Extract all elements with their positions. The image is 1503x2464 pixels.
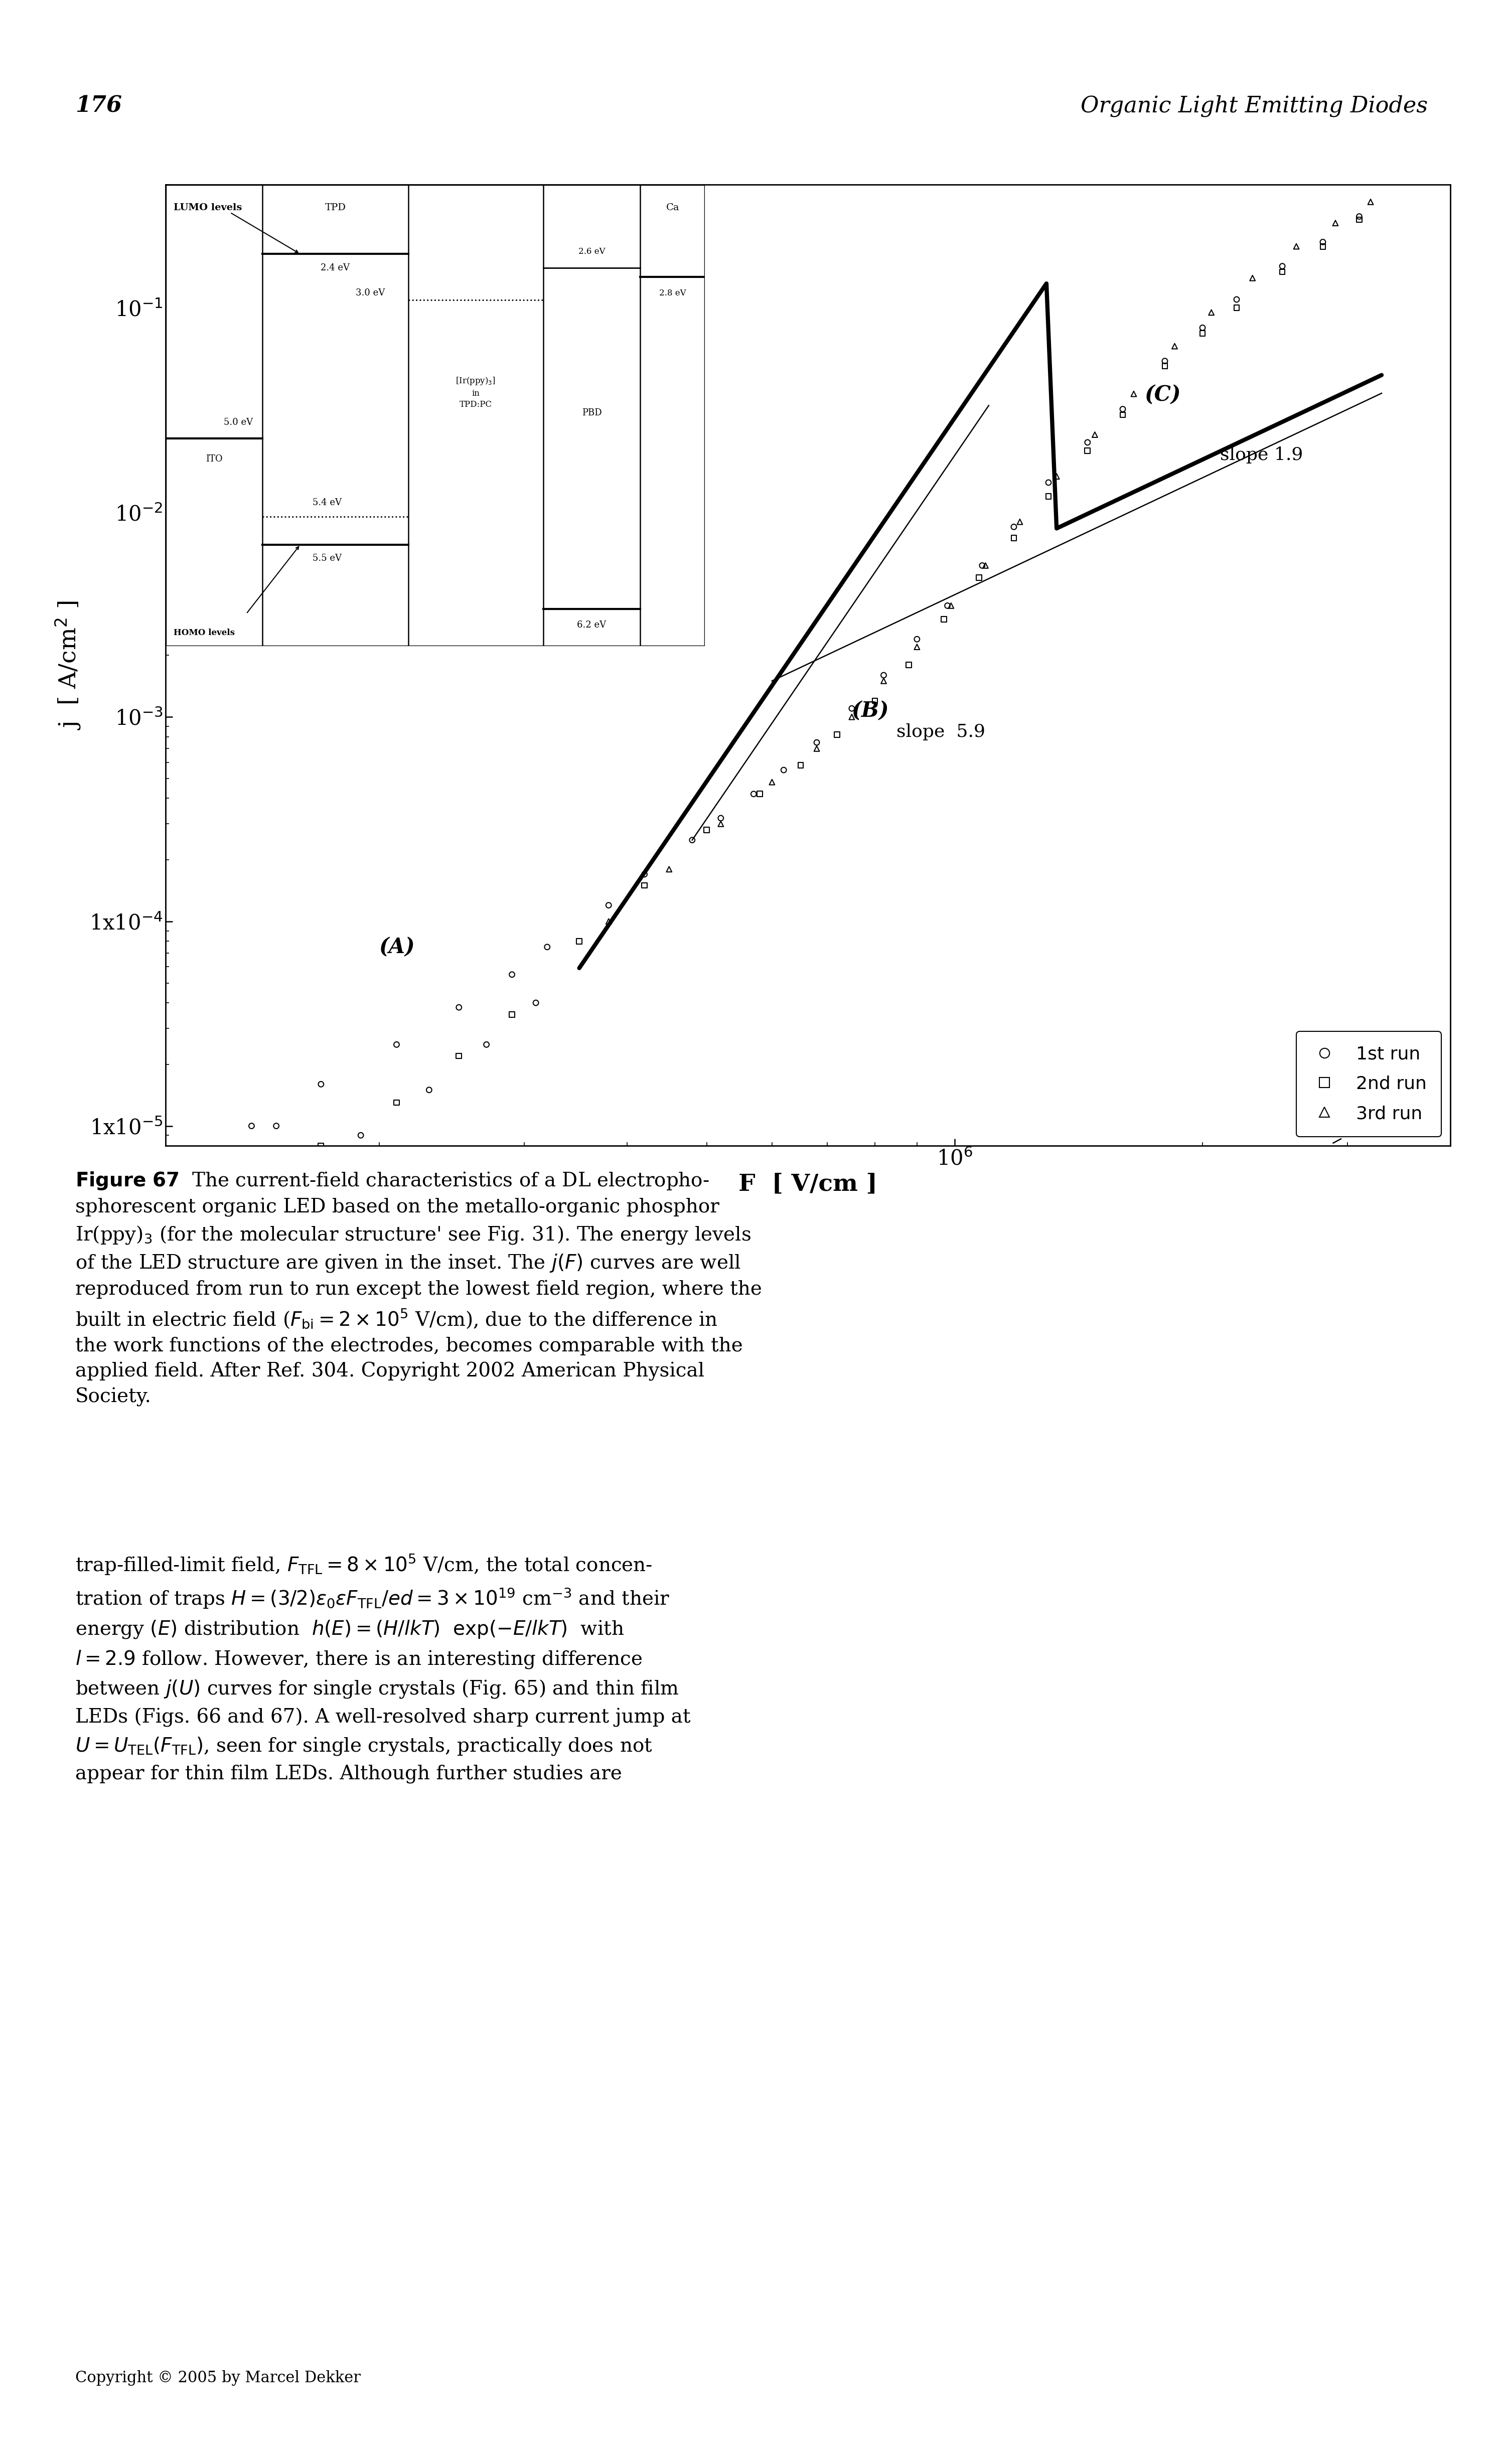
Point [597, 902, 621, 941]
Point [1076, 424, 1100, 463]
Point [567, 922, 591, 961]
Point [500, 995, 525, 1035]
Text: Copyright © 2005 by Marcel Dekker: Copyright © 2005 by Marcel Dekker [75, 2370, 361, 2385]
Point [1190, 308, 1214, 347]
Text: 176: 176 [75, 96, 122, 116]
Point [974, 547, 998, 586]
Point [932, 599, 956, 638]
Point [1111, 394, 1135, 434]
Point [1076, 431, 1100, 471]
Point [525, 983, 549, 1023]
Point [872, 655, 896, 695]
Point [939, 586, 963, 626]
Point [709, 798, 733, 838]
Point [1045, 456, 1069, 495]
Point [265, 1106, 289, 1146]
Point [969, 547, 993, 586]
Point [1311, 227, 1335, 266]
Text: (A): (A) [379, 936, 415, 958]
Point [1347, 197, 1371, 237]
Point [1121, 375, 1145, 414]
Text: (B): (B) [852, 700, 890, 722]
Point [1347, 200, 1371, 239]
Point [1037, 476, 1061, 515]
Point [1323, 205, 1347, 244]
Point [310, 1064, 334, 1104]
Point [1153, 347, 1177, 387]
Point [872, 660, 896, 700]
Point [863, 680, 887, 719]
Point [804, 729, 828, 769]
Point [825, 715, 849, 754]
Point [1082, 414, 1106, 453]
Point [1037, 463, 1061, 503]
Point [748, 774, 773, 813]
Point [840, 697, 864, 737]
Point [1270, 246, 1294, 286]
X-axis label: F  [ V/cm ]: F [ V/cm ] [738, 1173, 878, 1195]
Point [804, 722, 828, 761]
Point [310, 1126, 334, 1165]
Point [1270, 251, 1294, 291]
Point [475, 1025, 499, 1064]
Point [1111, 389, 1135, 429]
Point [1199, 293, 1223, 333]
Point [897, 646, 921, 685]
Text: trap-filled-limit field, $F_\mathrm{TFL} = 8 \times 10^5$ V/cm, the total concen: trap-filled-limit field, $F_\mathrm{TFL}… [75, 1552, 690, 1784]
Point [597, 885, 621, 924]
Legend: 1st run, 2nd run, 3rd run: 1st run, 2nd run, 3rd run [1297, 1032, 1441, 1136]
Y-axis label: j  [ A/cm$^2$ ]: j [ A/cm$^2$ ] [54, 601, 83, 729]
Point [935, 586, 959, 626]
Point [1225, 288, 1249, 328]
Point [905, 628, 929, 668]
Point [446, 1037, 470, 1077]
Point [840, 690, 864, 729]
Point [1163, 325, 1187, 365]
Point [1240, 259, 1264, 298]
Point [265, 1168, 289, 1207]
Point [709, 803, 733, 843]
Point [966, 557, 990, 596]
Point [416, 1069, 440, 1109]
Point [694, 811, 718, 850]
Point [761, 761, 785, 801]
Point [385, 1025, 409, 1064]
Point [633, 865, 657, 904]
Point [741, 774, 765, 813]
Point [1285, 227, 1309, 266]
Point [1311, 222, 1335, 261]
Point [1190, 313, 1214, 352]
Point [1003, 517, 1027, 557]
Point [349, 1116, 373, 1156]
Text: $\mathbf{Figure\ 67}$  The current-field characteristics of a DL electropho-
sph: $\mathbf{Figure\ 67}$ The current-field … [75, 1170, 762, 1407]
Point [633, 855, 657, 894]
Point [1153, 342, 1177, 382]
Point [771, 752, 795, 791]
Point [239, 1106, 263, 1146]
Point [681, 821, 705, 860]
Point [385, 1082, 409, 1121]
Text: (C): (C) [1144, 384, 1181, 407]
Point [1359, 182, 1383, 222]
Point [905, 618, 929, 658]
Text: Organic Light Emitting Diodes: Organic Light Emitting Diodes [1081, 96, 1428, 116]
Point [446, 988, 470, 1027]
Point [1009, 503, 1033, 542]
Text: slope  5.9: slope 5.9 [896, 724, 986, 739]
Point [1225, 281, 1249, 320]
Point [789, 747, 813, 786]
Text: slope 1.9: slope 1.9 [1220, 446, 1303, 463]
Point [535, 926, 559, 966]
Point [500, 956, 525, 995]
Point [657, 850, 681, 890]
Point [1003, 508, 1027, 547]
